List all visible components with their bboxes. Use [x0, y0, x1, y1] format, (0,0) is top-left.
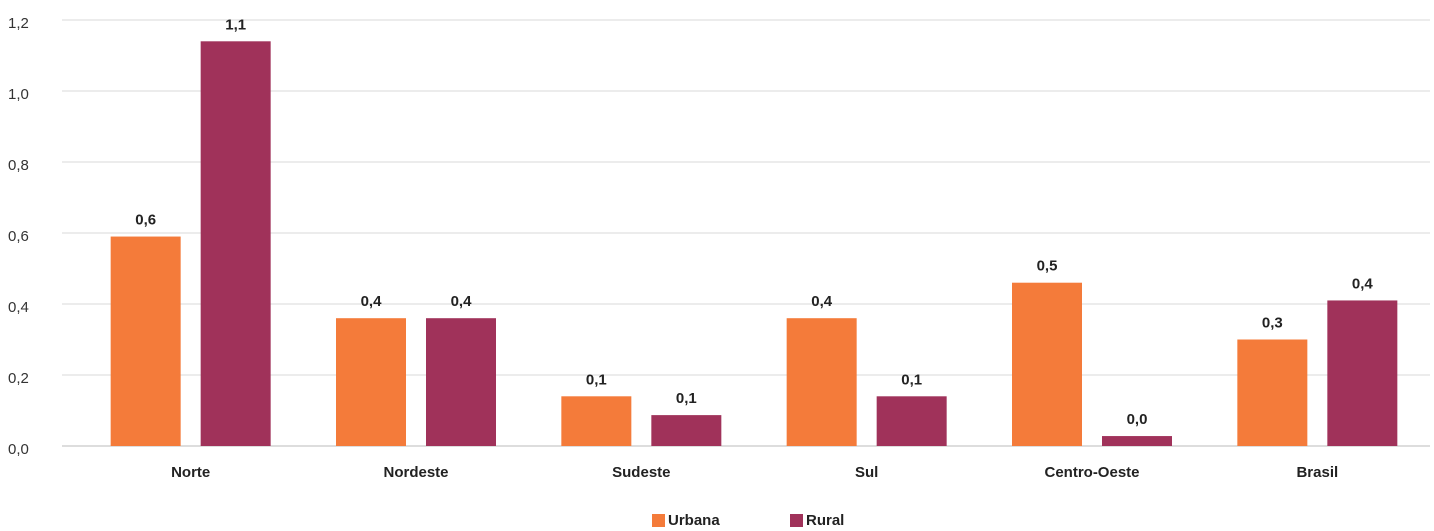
y-tick-label: 0,8 — [8, 157, 29, 174]
value-label: 0,4 — [361, 293, 383, 310]
value-label: 0,1 — [901, 371, 922, 388]
y-tick-label: 0,0 — [8, 441, 29, 458]
legend-swatch — [790, 514, 803, 527]
bar — [200, 41, 271, 447]
bar — [1237, 339, 1308, 446]
y-tick-label: 0,6 — [8, 228, 29, 245]
x-tick-label: Nordeste — [383, 464, 448, 481]
value-label: 0,0 — [1127, 411, 1148, 428]
value-label: 0,4 — [811, 293, 833, 310]
x-tick-label: Sul — [855, 464, 878, 481]
value-label: 0,4 — [1352, 275, 1374, 292]
bar — [1012, 282, 1082, 446]
value-label: 0,3 — [1262, 314, 1283, 331]
bar — [651, 415, 722, 446]
value-label: 0,6 — [135, 212, 156, 229]
x-tick-label: Brasil — [1296, 464, 1338, 481]
bar — [110, 236, 181, 446]
y-tick-label: 0,4 — [8, 299, 29, 316]
legend-swatch — [652, 514, 665, 527]
bar — [1327, 300, 1398, 446]
legend-label: Urbana — [668, 512, 720, 529]
value-label: 0,1 — [676, 390, 697, 407]
bar — [561, 396, 632, 446]
bar — [426, 318, 496, 446]
value-label: 1,1 — [225, 16, 246, 33]
bar — [1102, 436, 1172, 446]
x-tick-label: Sudeste — [612, 464, 670, 481]
bar — [876, 396, 947, 446]
y-tick-label: 1,0 — [8, 86, 29, 103]
legend-label: Rural — [806, 512, 844, 529]
bar — [336, 318, 406, 446]
y-tick-label: 1,2 — [8, 15, 29, 32]
x-tick-label: Norte — [171, 464, 210, 481]
x-tick-label: Centro-Oeste — [1044, 464, 1139, 481]
value-label: 0,5 — [1037, 258, 1058, 275]
y-tick-label: 0,2 — [8, 370, 29, 387]
value-label: 0,1 — [586, 371, 607, 388]
bar — [786, 318, 857, 446]
value-label: 0,4 — [451, 293, 473, 310]
